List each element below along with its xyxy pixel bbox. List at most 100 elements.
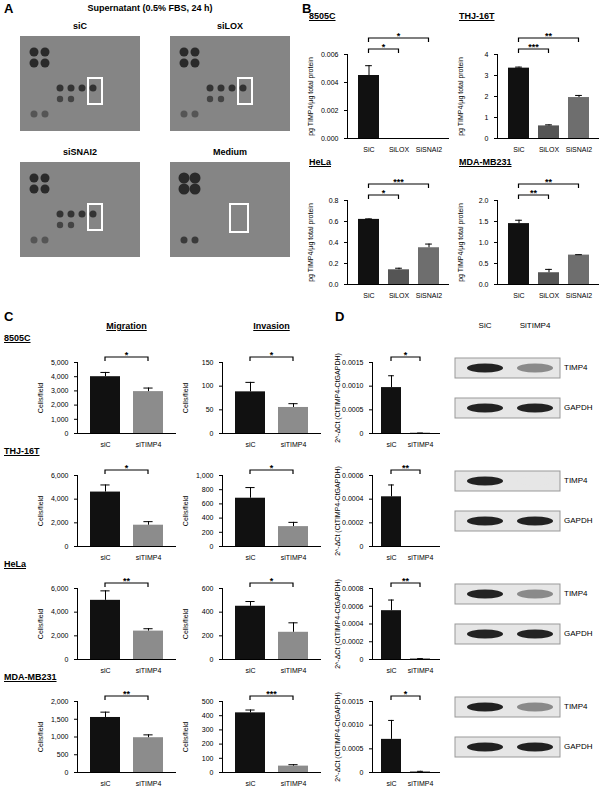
- svg-text:0.0002: 0.0002: [342, 519, 364, 526]
- svg-text:Cells/field: Cells/field: [37, 383, 44, 413]
- svg-text:*: *: [270, 576, 274, 586]
- svg-text:*: *: [125, 350, 129, 360]
- svg-text:0.0004: 0.0004: [342, 620, 364, 627]
- svg-text:siC: siC: [386, 667, 396, 674]
- svg-text:0: 0: [65, 430, 69, 437]
- svg-text:400: 400: [202, 608, 214, 615]
- svg-text:0: 0: [65, 656, 69, 663]
- svg-text:5,000: 5,000: [51, 359, 69, 366]
- svg-text:siTIMP4: siTIMP4: [136, 780, 162, 787]
- svg-text:2.0: 2.0: [479, 197, 489, 204]
- svg-text:**: **: [123, 689, 131, 699]
- svg-text:200: 200: [202, 632, 214, 639]
- svg-text:2^-ΔCt (CtTIMP4-CtGAPDH): 2^-ΔCt (CtTIMP4-CtGAPDH): [334, 692, 342, 782]
- svg-text:1,000: 1,000: [51, 416, 69, 423]
- svg-text:SiC: SiC: [513, 292, 524, 299]
- svg-text:0: 0: [485, 135, 489, 142]
- svg-text:pg TIMP4/µg total protein: pg TIMP4/µg total protein: [457, 203, 465, 282]
- svg-text:SiSNAI2: SiSNAI2: [416, 146, 443, 153]
- svg-text:4,000: 4,000: [51, 373, 69, 380]
- svg-text:800: 800: [202, 486, 214, 493]
- svg-text:0: 0: [210, 656, 214, 663]
- svg-text:0.0015: 0.0015: [342, 359, 364, 366]
- svg-text:0.0010: 0.0010: [342, 721, 364, 728]
- svg-text:0: 0: [210, 769, 214, 776]
- svg-text:150: 150: [202, 359, 214, 366]
- svg-text:0.0005: 0.0005: [342, 406, 364, 413]
- svg-text:0.002: 0.002: [321, 107, 339, 114]
- svg-text:Cells/field: Cells/field: [182, 609, 189, 639]
- svg-text:siC: siC: [245, 667, 255, 674]
- svg-text:3,000: 3,000: [51, 387, 69, 394]
- svg-text:0.6: 0.6: [329, 218, 339, 225]
- svg-text:1,000: 1,000: [51, 733, 69, 740]
- svg-text:siTIMP4: siTIMP4: [136, 667, 162, 674]
- svg-text:0.0004: 0.0004: [342, 495, 364, 502]
- svg-text:*: *: [397, 31, 401, 41]
- svg-text:0: 0: [360, 769, 364, 776]
- svg-text:0: 0: [360, 656, 364, 663]
- svg-text:2,000: 2,000: [51, 401, 69, 408]
- svg-text:4,000: 4,000: [51, 608, 69, 615]
- svg-text:1,500: 1,500: [51, 715, 69, 722]
- svg-text:siTIMP4: siTIMP4: [408, 667, 434, 674]
- svg-text:0.2: 0.2: [329, 260, 339, 267]
- svg-text:0: 0: [360, 543, 364, 550]
- svg-text:2^-ΔCt (CtTIMP4-CtGAPDH): 2^-ΔCt (CtTIMP4-CtGAPDH): [334, 466, 342, 556]
- svg-text:3: 3: [485, 72, 489, 79]
- svg-text:siC: siC: [100, 441, 110, 448]
- svg-text:0.0: 0.0: [479, 281, 489, 288]
- svg-text:SiSNAI2: SiSNAI2: [566, 292, 593, 299]
- svg-text:600: 600: [202, 585, 214, 592]
- svg-text:pg TIMP4/µg total protein: pg TIMP4/µg total protein: [457, 57, 465, 136]
- svg-text:0.5: 0.5: [479, 260, 489, 267]
- svg-text:0.0005: 0.0005: [342, 745, 364, 752]
- svg-text:1: 1: [485, 114, 489, 121]
- svg-text:2,000: 2,000: [51, 519, 69, 526]
- svg-text:*: *: [382, 188, 386, 198]
- svg-text:50: 50: [206, 406, 214, 413]
- svg-text:200: 200: [202, 740, 214, 747]
- svg-text:siC: siC: [245, 780, 255, 787]
- svg-text:1.0: 1.0: [479, 239, 489, 246]
- svg-text:*: *: [125, 463, 129, 473]
- svg-text:SiLOX: SiLOX: [389, 292, 410, 299]
- svg-text:500: 500: [202, 698, 214, 705]
- svg-text:**: **: [545, 31, 553, 41]
- svg-text:Cells/field: Cells/field: [37, 609, 44, 639]
- svg-text:200: 200: [202, 529, 214, 536]
- svg-text:6,000: 6,000: [51, 472, 69, 479]
- svg-text:SiSNAI2: SiSNAI2: [416, 292, 443, 299]
- svg-text:**: **: [402, 463, 410, 473]
- svg-text:siC: siC: [100, 667, 110, 674]
- svg-text:4,000: 4,000: [51, 495, 69, 502]
- svg-text:0.0015: 0.0015: [342, 698, 364, 705]
- svg-text:**: **: [545, 177, 553, 187]
- svg-text:siTIMP4: siTIMP4: [408, 780, 434, 787]
- svg-text:2^-ΔCt (CtTIMP4-CtGAPDH): 2^-ΔCt (CtTIMP4-CtGAPDH): [334, 353, 342, 443]
- svg-text:2,000: 2,000: [51, 698, 69, 705]
- svg-text:0: 0: [210, 430, 214, 437]
- svg-text:***: ***: [393, 177, 404, 187]
- svg-text:2,000: 2,000: [51, 632, 69, 639]
- svg-text:2: 2: [485, 93, 489, 100]
- svg-text:600: 600: [202, 500, 214, 507]
- svg-text:0: 0: [210, 543, 214, 550]
- svg-text:0: 0: [360, 430, 364, 437]
- svg-text:SiC: SiC: [363, 146, 374, 153]
- svg-text:Cells/field: Cells/field: [37, 722, 44, 752]
- svg-text:**: **: [402, 576, 410, 586]
- svg-text:*: *: [404, 350, 408, 360]
- svg-text:Cells/field: Cells/field: [182, 496, 189, 526]
- svg-text:*: *: [270, 463, 274, 473]
- svg-text:Cells/field: Cells/field: [37, 496, 44, 526]
- svg-text:SiSNAI2: SiSNAI2: [566, 146, 593, 153]
- svg-text:0.0010: 0.0010: [342, 382, 364, 389]
- svg-text:**: **: [123, 576, 131, 586]
- svg-text:0.006: 0.006: [321, 51, 339, 58]
- svg-text:0.4: 0.4: [329, 239, 339, 246]
- svg-text:400: 400: [202, 712, 214, 719]
- svg-text:siTIMP4: siTIMP4: [281, 554, 307, 561]
- svg-text:0.0008: 0.0008: [342, 585, 364, 592]
- svg-text:Cells/field: Cells/field: [182, 722, 189, 752]
